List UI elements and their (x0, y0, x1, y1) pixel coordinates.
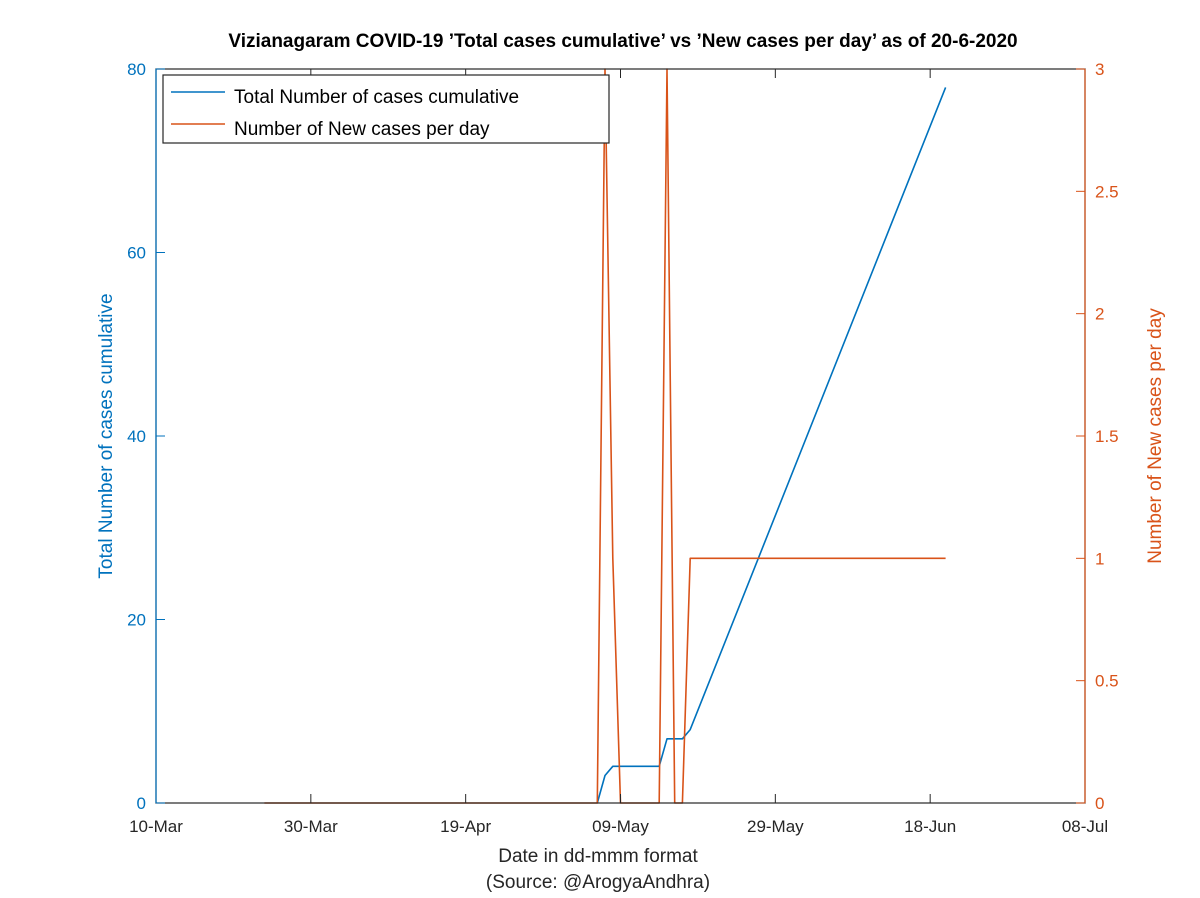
legend: Total Number of cases cumulative Number … (162, 74, 610, 144)
series-line-total-cases (596, 87, 947, 804)
source-note: (Source: @ArogyaAndhra) (486, 872, 710, 893)
x-tick-label: 08-Jul (1062, 817, 1108, 836)
y-right-tick-label: 0.5 (1095, 672, 1119, 691)
y-right-tick-label: 3 (1095, 60, 1104, 79)
x-tick-label: 18-Jun (904, 817, 956, 836)
x-tick-label: 10-Mar (129, 817, 183, 836)
y-left-tick-label: 80 (127, 60, 146, 79)
y-right-tick-label: 0 (1095, 794, 1104, 813)
y-axis-left: 0 20 40 60 80 (127, 60, 165, 813)
x-tick-label: 29-May (747, 817, 804, 836)
y-right-tick-label: 1.5 (1095, 427, 1119, 446)
legend-label-new-cases: Number of New cases per day (234, 119, 490, 140)
y-left-tick-label: 20 (127, 611, 146, 630)
x-axis-label: Date in dd-mmm format (498, 846, 698, 867)
legend-label-total-cases: Total Number of cases cumulative (234, 87, 519, 108)
y-left-tick-label: 0 (137, 794, 146, 813)
y-axis-left-label: Total Number of cases cumulative (96, 293, 117, 578)
y-left-tick-label: 60 (127, 244, 146, 263)
legend-box (162, 74, 610, 144)
y-left-tick-label: 40 (127, 427, 146, 446)
y-right-tick-label: 1 (1095, 549, 1104, 568)
y-right-tick-label: 2 (1095, 305, 1104, 324)
plot-area (264, 68, 947, 804)
x-tick-label: 19-Apr (440, 817, 491, 836)
y-axis-right-label: Number of New cases per day (1145, 308, 1166, 564)
x-tick-label: 30-Mar (284, 817, 338, 836)
y-axis-right: 0 0.5 1 1.5 2 2.5 3 (1076, 60, 1119, 813)
series-line-new-cases (264, 68, 946, 804)
plot-frame (155, 68, 1086, 804)
y-right-tick-label: 2.5 (1095, 182, 1119, 201)
x-tick-label: 09-May (592, 817, 649, 836)
chart-title: Vizianagaram COVID-19 ’Total cases cumul… (228, 31, 1017, 52)
